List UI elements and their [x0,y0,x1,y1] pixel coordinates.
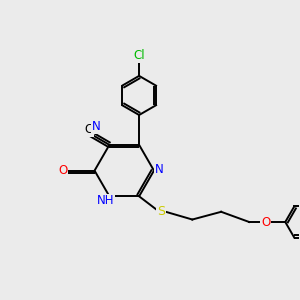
Text: C: C [84,123,93,136]
Text: N: N [92,121,100,134]
Text: N: N [155,163,164,176]
Text: Cl: Cl [133,49,145,62]
Text: NH: NH [97,194,115,208]
Text: S: S [157,206,165,218]
Text: O: O [261,215,270,229]
Text: O: O [58,164,67,177]
